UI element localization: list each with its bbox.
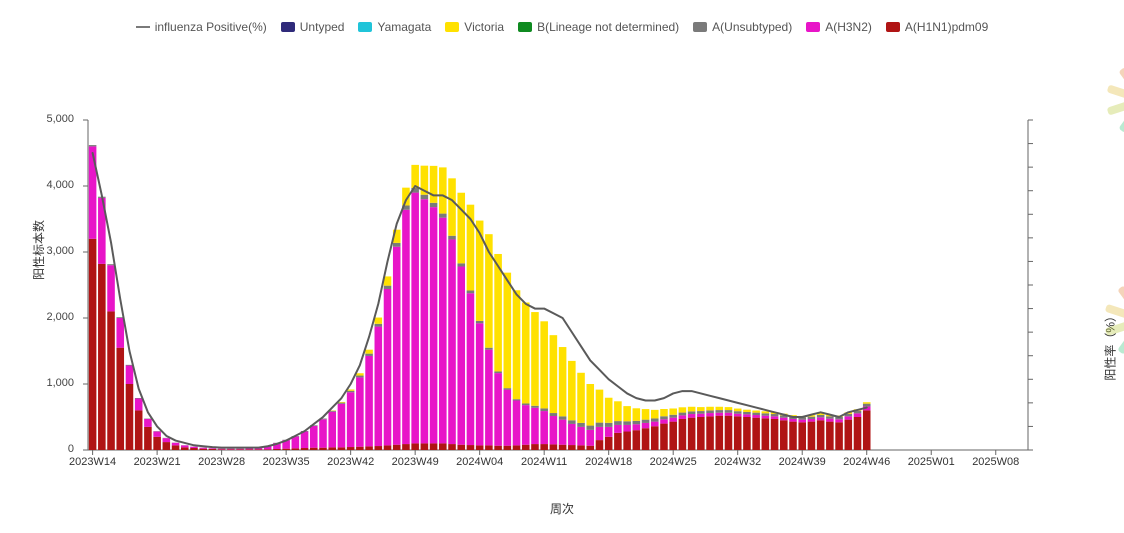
legend-item-victoria: Victoria: [445, 20, 504, 34]
x-tick-label: 2024W18: [581, 456, 637, 468]
y-left-tick-label: 5,000: [34, 113, 74, 125]
x-tick-label: 2025W01: [903, 456, 959, 468]
x-tick-label: 2023W49: [387, 456, 443, 468]
chart-svg: [48, 110, 1058, 480]
legend-label: A(H1N1)pdm09: [905, 20, 988, 34]
x-tick-label: 2024W11: [516, 456, 572, 468]
legend-label: Untyped: [300, 20, 345, 34]
legend-swatch: [136, 26, 150, 28]
x-tick-label: 2024W04: [452, 456, 508, 468]
chart-plot-area: 01,0002,0003,0004,0005,000 0510152025303…: [48, 110, 1028, 480]
legend-swatch: [518, 22, 532, 32]
legend-label: A(H3N2): [825, 20, 872, 34]
y-axis-right-label: 阳性率（%）: [1102, 310, 1119, 381]
x-tick-label: 2023W42: [323, 456, 379, 468]
x-tick-label: 2024W46: [839, 456, 895, 468]
legend-item-yamagata: Yamagata: [358, 20, 431, 34]
watermark-sunburst: [1064, 20, 1124, 480]
x-tick-label: 2023W35: [258, 456, 314, 468]
y-left-tick-label: 3,000: [34, 245, 74, 257]
x-tick-label: 2023W21: [129, 456, 185, 468]
y-left-tick-label: 2,000: [34, 311, 74, 323]
y-left-tick-label: 1,000: [34, 377, 74, 389]
x-tick-label: 2024W39: [774, 456, 830, 468]
legend-label: Victoria: [464, 20, 504, 34]
y-axis-left-ticks: 01,0002,0003,0004,0005,000: [40, 110, 84, 480]
x-tick-label: 2023W28: [194, 456, 250, 468]
legend-swatch: [281, 22, 295, 32]
x-tick-label: 2023W14: [65, 456, 121, 468]
legend-item-a_h3n2: A(H3N2): [806, 20, 872, 34]
legend-item-a_h1n1: A(H1N1)pdm09: [886, 20, 988, 34]
y-left-tick-label: 0: [34, 443, 74, 455]
chart-legend: influenza Positive(%) Untyped Yamagata Vict…: [0, 20, 1124, 34]
legend-swatch: [693, 22, 707, 32]
legend-label: B(Lineage not determined): [537, 20, 679, 34]
legend-item-b_lineage_nd: B(Lineage not determined): [518, 20, 679, 34]
x-tick-label: 2024W25: [645, 456, 701, 468]
x-tick-label: 2024W32: [710, 456, 766, 468]
legend-swatch: [358, 22, 372, 32]
y-axis-right-ticks: 0510152025303540455055606570: [1006, 110, 1036, 480]
legend-label: influenza Positive(%): [155, 20, 267, 34]
x-tick-label: 2025W08: [968, 456, 1024, 468]
page-root: influenza Positive(%) Untyped Yamagata Vict…: [0, 0, 1124, 533]
legend-swatch: [886, 22, 900, 32]
legend-swatch: [445, 22, 459, 32]
legend-item-a_unsubtyped: A(Unsubtyped): [693, 20, 792, 34]
legend-swatch: [806, 22, 820, 32]
legend-label: Yamagata: [377, 20, 431, 34]
legend-label: A(Unsubtyped): [712, 20, 792, 34]
legend-item-untyped: Untyped: [281, 20, 345, 34]
y-left-tick-label: 4,000: [34, 179, 74, 191]
legend-item-influenza_positive_pct: influenza Positive(%): [136, 20, 267, 34]
x-axis-label: 周次: [0, 500, 1124, 517]
